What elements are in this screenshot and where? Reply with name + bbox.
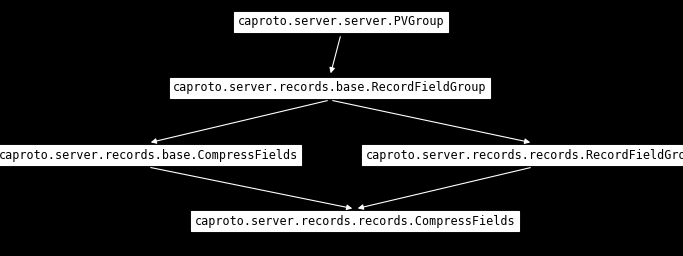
Text: caproto.server.records.base.RecordFieldGroup: caproto.server.records.base.RecordFieldG… [173,81,487,94]
FancyArrowPatch shape [359,168,530,209]
FancyArrowPatch shape [152,101,327,143]
Text: caproto.server.server.PVGroup: caproto.server.server.PVGroup [238,16,445,28]
FancyArrowPatch shape [330,37,340,72]
FancyArrowPatch shape [333,101,529,143]
Text: caproto.server.records.base.CompressFields: caproto.server.records.base.CompressFiel… [0,148,298,162]
Text: caproto.server.records.records.RecordFieldGroup: caproto.server.records.records.RecordFie… [365,148,683,162]
FancyArrowPatch shape [151,167,351,209]
Text: caproto.server.records.records.CompressFields: caproto.server.records.records.CompressF… [195,215,515,228]
